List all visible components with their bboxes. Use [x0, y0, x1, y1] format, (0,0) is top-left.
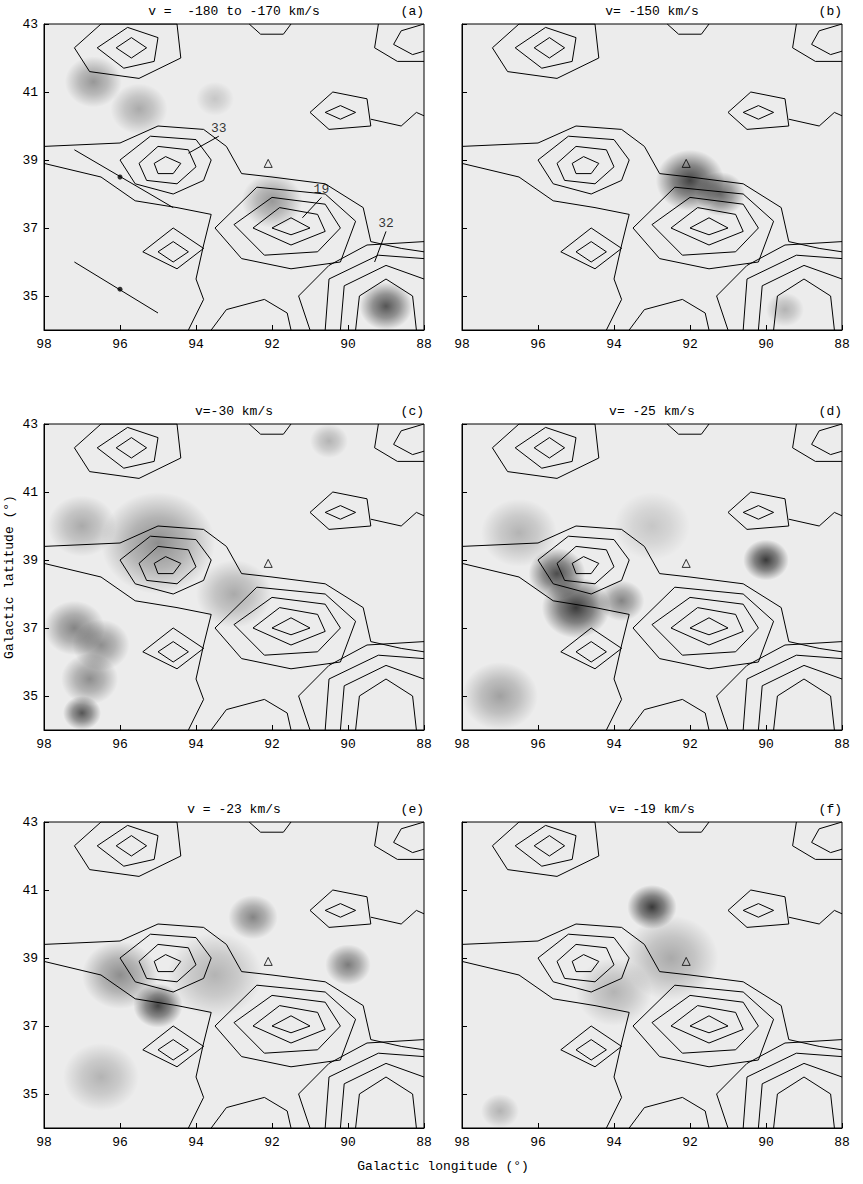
svg-text:90: 90 — [758, 1135, 774, 1150]
svg-text:88: 88 — [834, 737, 850, 752]
svg-text:v=-30 km/s: v=-30 km/s — [195, 404, 273, 419]
svg-text:19: 19 — [314, 182, 330, 197]
svg-text:96: 96 — [112, 737, 128, 752]
svg-text:37: 37 — [22, 221, 38, 236]
svg-text:43: 43 — [22, 417, 38, 432]
svg-text:92: 92 — [264, 337, 280, 352]
svg-text:98: 98 — [36, 1135, 52, 1150]
svg-text:41: 41 — [22, 883, 38, 898]
svg-text:35: 35 — [22, 689, 38, 704]
svg-text:v = -180 to -170 km/s: v = -180 to -170 km/s — [148, 4, 320, 19]
svg-text:(e): (e) — [401, 802, 424, 817]
svg-text:88: 88 — [416, 337, 432, 352]
svg-text:90: 90 — [758, 737, 774, 752]
svg-text:39: 39 — [22, 153, 38, 168]
svg-text:96: 96 — [112, 337, 128, 352]
svg-text:94: 94 — [188, 1135, 204, 1150]
svg-text:98: 98 — [454, 1135, 470, 1150]
svg-text:96: 96 — [530, 737, 546, 752]
svg-text:Galactic latitude (°): Galactic latitude (°) — [2, 495, 17, 659]
svg-text:41: 41 — [22, 485, 38, 500]
svg-text:94: 94 — [188, 337, 204, 352]
svg-text:90: 90 — [340, 1135, 356, 1150]
svg-text:v= -25 km/s: v= -25 km/s — [609, 404, 695, 419]
svg-text:98: 98 — [454, 337, 470, 352]
svg-text:(b): (b) — [819, 4, 842, 19]
svg-text:35: 35 — [22, 289, 38, 304]
svg-text:(a): (a) — [401, 4, 424, 19]
svg-text:(f): (f) — [819, 802, 842, 817]
svg-text:88: 88 — [416, 737, 432, 752]
svg-text:39: 39 — [22, 951, 38, 966]
svg-text:43: 43 — [22, 815, 38, 830]
svg-text:94: 94 — [188, 737, 204, 752]
svg-text:43: 43 — [22, 17, 38, 32]
svg-text:90: 90 — [340, 337, 356, 352]
svg-text:92: 92 — [264, 1135, 280, 1150]
svg-text:v= -19 km/s: v= -19 km/s — [609, 802, 695, 817]
svg-text:39: 39 — [22, 553, 38, 568]
svg-text:92: 92 — [682, 337, 698, 352]
svg-text:35: 35 — [22, 1087, 38, 1102]
svg-text:98: 98 — [454, 737, 470, 752]
svg-text:88: 88 — [416, 1135, 432, 1150]
svg-text:98: 98 — [36, 737, 52, 752]
svg-text:37: 37 — [22, 1019, 38, 1034]
svg-text:37: 37 — [22, 621, 38, 636]
svg-text:94: 94 — [606, 337, 622, 352]
svg-text:94: 94 — [606, 1135, 622, 1150]
svg-text:96: 96 — [530, 1135, 546, 1150]
svg-text:88: 88 — [834, 337, 850, 352]
svg-text:Galactic longitude (°): Galactic longitude (°) — [357, 1159, 529, 1174]
svg-text:90: 90 — [340, 737, 356, 752]
svg-text:96: 96 — [530, 337, 546, 352]
svg-text:92: 92 — [682, 737, 698, 752]
svg-text:32: 32 — [378, 216, 394, 231]
svg-text:98: 98 — [36, 337, 52, 352]
svg-text:v= -150 km/s: v= -150 km/s — [605, 4, 699, 19]
svg-text:v = -23 km/s: v = -23 km/s — [187, 802, 281, 817]
svg-text:94: 94 — [606, 737, 622, 752]
svg-text:92: 92 — [682, 1135, 698, 1150]
svg-text:96: 96 — [112, 1135, 128, 1150]
svg-text:90: 90 — [758, 337, 774, 352]
svg-text:(c): (c) — [401, 404, 424, 419]
svg-text:(d): (d) — [819, 404, 842, 419]
svg-text:41: 41 — [22, 85, 38, 100]
svg-text:33: 33 — [211, 121, 227, 136]
svg-text:88: 88 — [834, 1135, 850, 1150]
svg-text:92: 92 — [264, 737, 280, 752]
